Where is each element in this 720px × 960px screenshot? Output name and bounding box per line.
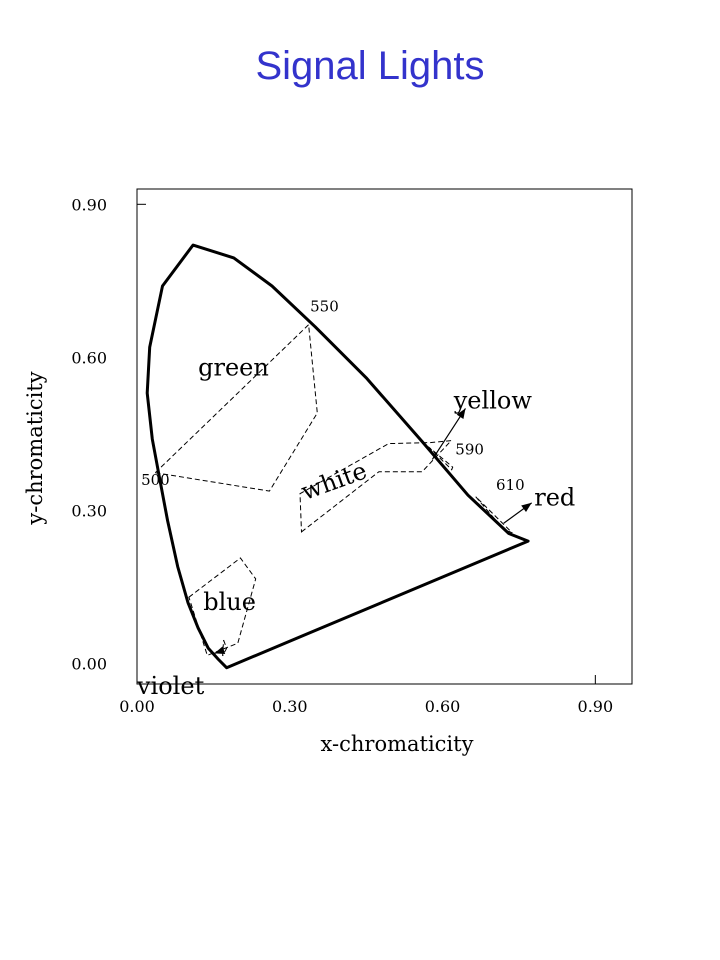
region-label-yellow: yellow (453, 386, 533, 414)
x-tick-label-2: 0.60 (425, 697, 461, 716)
region-label-violet: violet (136, 672, 205, 700)
arrow-group (214, 408, 533, 654)
y-tick-label-3: 0.90 (71, 195, 107, 214)
plot-frame (136, 188, 633, 685)
arrow-head-0 (456, 408, 466, 419)
axis-ticks: 0.00 0.30 0.60 0.90 0.00 0.30 0.60 0.90 (71, 195, 613, 716)
signal-regions (154, 323, 513, 657)
label-group: green white yellow red blue violet 500 550 590 61… (136, 297, 575, 700)
spectral-locus-outline (145, 243, 530, 670)
arrow-head-2 (214, 646, 226, 654)
region-label-white: white (298, 457, 371, 506)
wavelength-label-610: 610 (496, 476, 525, 494)
wavelength-label-590: 590 (455, 440, 484, 458)
region-label-blue: blue (203, 588, 256, 616)
region-label-red: red (534, 483, 575, 511)
x-tick-label-0: 0.00 (119, 697, 155, 716)
arrow-head-1 (521, 502, 532, 512)
region-blue (188, 557, 257, 657)
x-axis-label: x-chromaticity (321, 732, 474, 756)
y-tick-label-2: 0.60 (71, 348, 107, 367)
arrow-line-0 (431, 408, 466, 460)
wavelength-label-500: 500 (141, 471, 170, 489)
region-yellow (427, 446, 454, 471)
y-axis-label: y-chromaticity (23, 371, 47, 525)
region-green (154, 323, 318, 492)
spectral-locus (145, 243, 530, 670)
y-tick-label-0: 0.00 (71, 655, 107, 674)
region-label-green: green (198, 353, 269, 381)
x-tick-label-3: 0.90 (578, 697, 614, 716)
x-tick-label-1: 0.30 (272, 697, 308, 716)
y-tick-label-1: 0.30 (71, 501, 107, 520)
region-red (475, 496, 513, 534)
chart-title: Signal Lights (255, 44, 485, 88)
region-white (299, 439, 453, 533)
wavelength-label-550: 550 (310, 297, 339, 315)
